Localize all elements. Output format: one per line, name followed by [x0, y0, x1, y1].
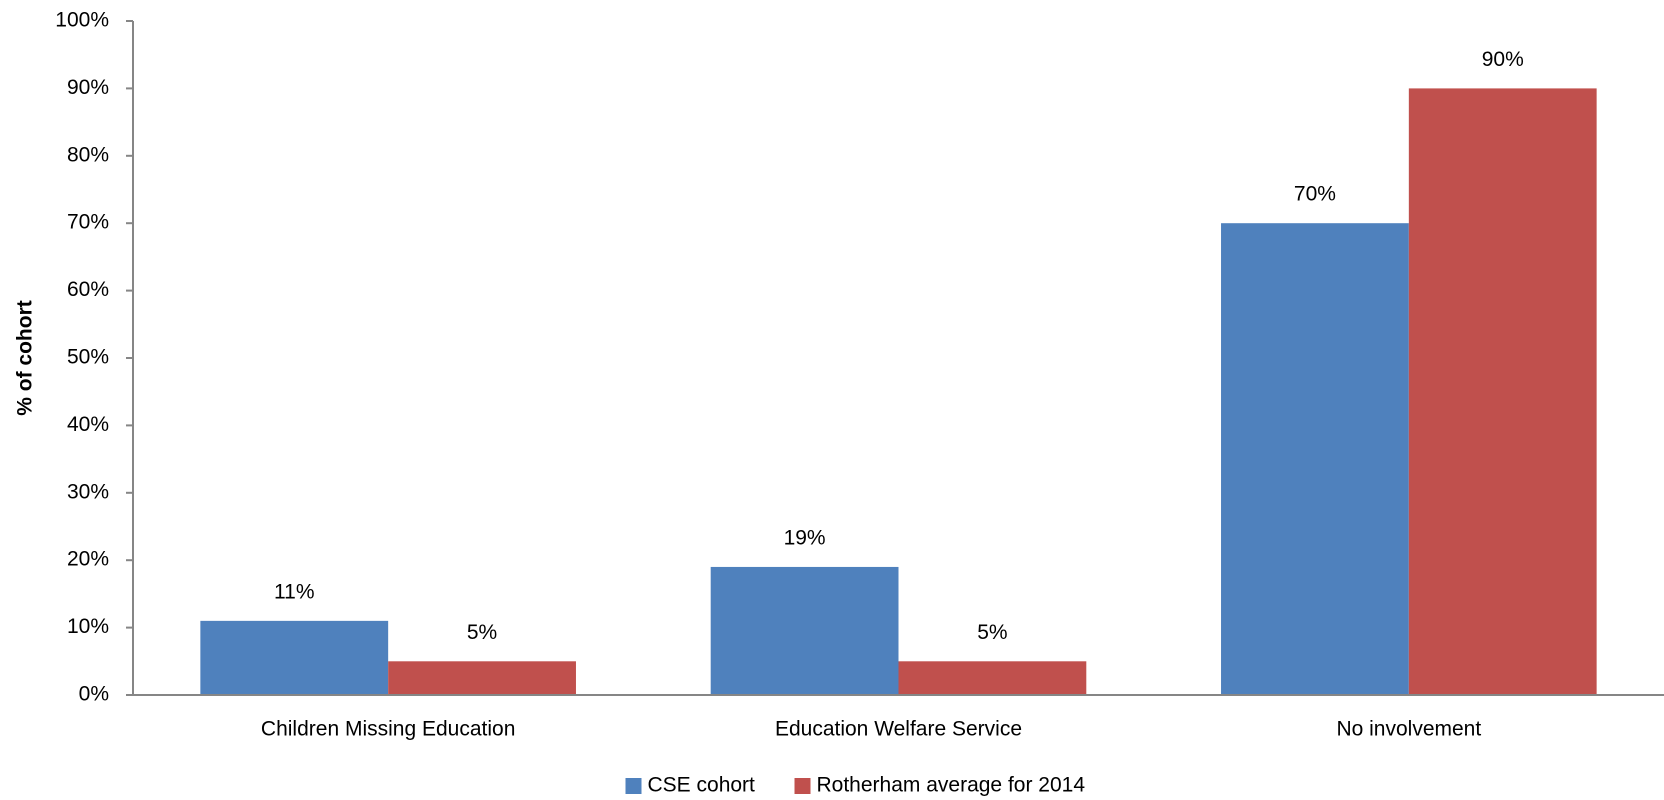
legend-label: CSE cohort: [648, 774, 756, 797]
y-tick-label: 10%: [67, 615, 109, 638]
legend-swatch: [625, 778, 642, 794]
legend-swatch: [794, 778, 811, 794]
y-axis-label: % of cohort: [14, 300, 37, 416]
x-tick-label: No involvement: [1336, 718, 1481, 741]
y-tick-label: 20%: [67, 548, 109, 571]
data-label: 70%: [1294, 183, 1336, 206]
y-tick-label: 60%: [67, 278, 109, 301]
bar: [1221, 223, 1409, 695]
y-tick-label: 80%: [67, 143, 109, 166]
data-label: 5%: [467, 621, 497, 644]
bar: [898, 661, 1087, 695]
data-label: 5%: [977, 621, 1007, 644]
bar: [1408, 88, 1597, 695]
y-tick-label: 30%: [67, 480, 109, 503]
y-tick-label: 90%: [67, 76, 109, 99]
y-tick-label: 0%: [79, 683, 109, 706]
x-tick-label: Children Missing Education: [261, 718, 515, 741]
bar: [200, 620, 389, 695]
y-tick-label: 40%: [67, 413, 109, 436]
data-label: 11%: [274, 580, 314, 603]
bar: [388, 661, 576, 695]
y-tick-label: 100%: [55, 9, 109, 32]
bar: [710, 566, 899, 695]
y-tick-label: 70%: [67, 211, 109, 234]
y-tick-label: 50%: [67, 346, 109, 369]
x-tick-label: Education Welfare Service: [775, 718, 1022, 741]
data-label: 19%: [784, 526, 826, 549]
legend-label: Rotherham average for 2014: [817, 774, 1086, 797]
data-label: 90%: [1482, 48, 1524, 71]
